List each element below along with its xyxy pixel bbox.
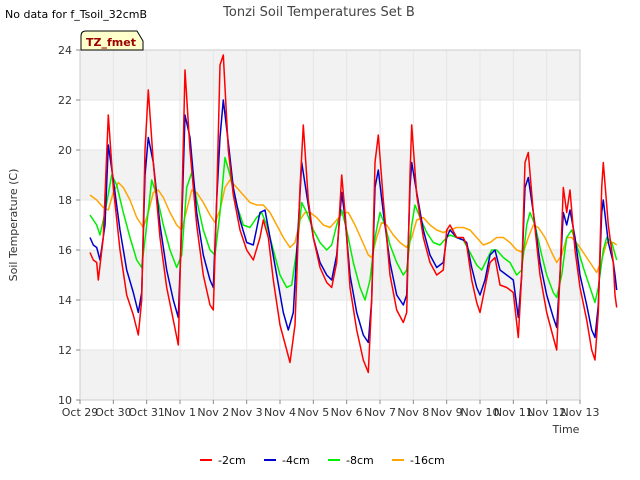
y-tick-label: 24	[58, 44, 72, 57]
band-22-24	[80, 50, 580, 100]
x-tick-label: Oct 31	[128, 406, 165, 419]
x-tick-label: Nov 2	[197, 406, 229, 419]
x-tick-label: Nov 1	[164, 406, 196, 419]
plot-background	[80, 50, 580, 400]
no-data-note: No data for f_Tsoil_32cmB	[5, 8, 147, 21]
x-tick-label: Nov 13	[561, 406, 600, 419]
x-tick-label: Nov 9	[431, 406, 463, 419]
badge-shape	[80, 30, 144, 51]
x-tick-label: Nov 3	[231, 406, 263, 419]
y-tick-label: 22	[58, 94, 72, 107]
legend: -2cm -4cm -8cm -16cm	[200, 454, 445, 467]
legend-item--8cm: -8cm	[328, 454, 374, 467]
y-axis-ticks: 10 12 14 16 18 20 22 24	[58, 44, 80, 407]
y-tick-label: 20	[58, 144, 72, 157]
band-18-20	[80, 150, 580, 200]
y-tick-label: 10	[58, 394, 72, 407]
plot-frame	[79, 49, 581, 401]
legend-item--4cm: -4cm	[264, 454, 310, 467]
y-axis-label: Soil Temperature (C)	[7, 169, 20, 282]
series-line--2cm	[89, 54, 618, 374]
legend-item--16cm: -16cm	[392, 454, 445, 467]
legend-label: -8cm	[346, 454, 374, 467]
x-tick-label: Nov 8	[397, 406, 429, 419]
x-tick-label: Nov 11	[494, 406, 533, 419]
x-tick-label: Nov 12	[527, 406, 566, 419]
series-lines	[89, 54, 618, 374]
x-axis-label: Time	[552, 423, 580, 436]
band-10-12	[80, 350, 580, 400]
legend-label: -2cm	[218, 454, 246, 467]
chart-title: Tonzi Soil Temperatures Set B	[222, 5, 415, 20]
legend-item--2cm: -2cm	[200, 454, 246, 467]
x-tick-label: Oct 30	[95, 406, 132, 419]
x-tick-label: Nov 4	[264, 406, 296, 419]
y-tick-label: 16	[58, 244, 72, 257]
tz-fmet-badge: TZ_fmet	[80, 30, 144, 51]
badge-label: TZ_fmet	[86, 36, 136, 49]
y-tick-label: 18	[58, 194, 72, 207]
x-tick-label: Nov 6	[331, 406, 363, 419]
x-tick-label: Nov 7	[364, 406, 396, 419]
y-tick-label: 14	[58, 294, 72, 307]
y-tick-label: 12	[58, 344, 72, 357]
band-14-16	[80, 250, 580, 300]
legend-label: -16cm	[410, 454, 445, 467]
x-tick-label: Nov 5	[297, 406, 329, 419]
legend-label: -4cm	[282, 454, 310, 467]
x-tick-label: Oct 29	[62, 406, 99, 419]
x-tick-label: Nov 10	[461, 406, 500, 419]
